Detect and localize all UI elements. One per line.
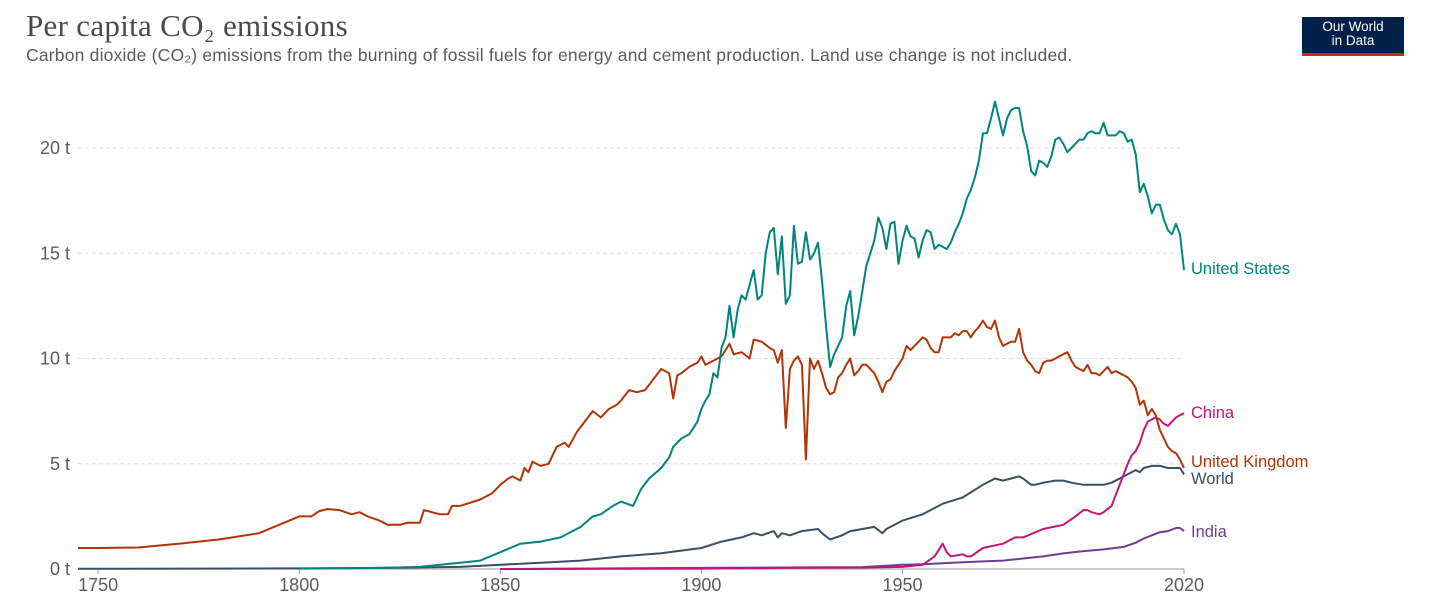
series-line-world[interactable] xyxy=(77,464,1185,570)
x-tick-label: 2020 xyxy=(1164,575,1204,595)
y-tick-label: 15 t xyxy=(40,243,70,263)
series-line-united-states[interactable] xyxy=(299,100,1185,570)
series-line-united-kingdom[interactable] xyxy=(78,319,1185,549)
series-label-china[interactable]: China xyxy=(1191,404,1235,422)
series-line-india[interactable] xyxy=(500,527,1185,570)
series-label-world[interactable]: World xyxy=(1191,470,1234,488)
y-tick-label: 5 t xyxy=(50,454,70,474)
y-tick-label: 20 t xyxy=(40,138,70,158)
series-label-united-kingdom[interactable]: United Kingdom xyxy=(1191,453,1308,471)
x-tick-label: 1750 xyxy=(78,575,118,595)
series-label-india[interactable]: India xyxy=(1191,523,1228,541)
owid-logo[interactable]: Our World in Data xyxy=(1302,17,1404,56)
series-labels: World India China United Kingdom United Stat… xyxy=(1191,260,1308,541)
series-label-united-states[interactable]: United States xyxy=(1191,260,1290,278)
logo-line-1: Our World xyxy=(1322,19,1384,34)
x-tick-label: 1900 xyxy=(681,575,721,595)
x-tick-label: 1800 xyxy=(279,575,319,595)
logo-line-2: in Data xyxy=(1331,33,1375,48)
series-lines xyxy=(77,100,1185,570)
chart-title: Per capita CO₂ emissions xyxy=(26,8,348,43)
chart-subtitle: Carbon dioxide (CO₂) emissions from the … xyxy=(26,45,1073,65)
series-line-china[interactable] xyxy=(500,412,1185,570)
y-axis-ticks: 0 t 5 t 10 t 15 t 20 t xyxy=(40,138,70,579)
y-gridlines xyxy=(78,147,1184,465)
x-tick-label: 1950 xyxy=(882,575,922,595)
x-tick-label: 1850 xyxy=(480,575,520,595)
x-axis: 1750 1800 1850 1900 1950 2020 xyxy=(78,568,1204,595)
y-tick-label: 10 t xyxy=(40,349,70,369)
y-tick-label: 0 t xyxy=(50,559,70,579)
